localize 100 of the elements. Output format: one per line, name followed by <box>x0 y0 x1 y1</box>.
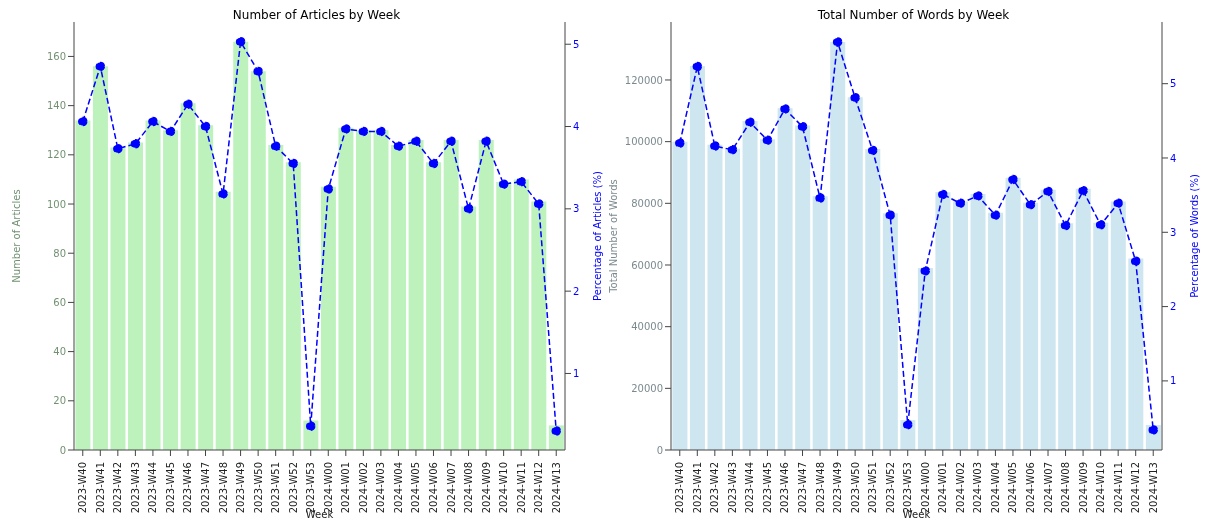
x-tick-label: 2024-W12 <box>533 462 545 514</box>
x-tick-label: 2024-W11 <box>1112 462 1124 514</box>
point <box>393 141 404 152</box>
x-tick-label: 2024-W03 <box>972 462 984 514</box>
x-tick-label: 2023-W49 <box>235 462 247 514</box>
bar <box>865 149 881 450</box>
bar <box>1005 177 1021 450</box>
x-tick-label: 2023-W44 <box>147 462 159 514</box>
x-tick-label: 2023-W42 <box>709 462 721 514</box>
point <box>1148 425 1158 435</box>
x-tick-label: 2024-W13 <box>550 462 562 514</box>
x-tick-label: 2024-W10 <box>498 462 510 514</box>
point <box>938 189 948 200</box>
x-tick-label: 2024-W03 <box>375 462 387 514</box>
x-tick-label: 2024-W01 <box>937 462 949 514</box>
y-tick-label: 120000 <box>624 74 663 86</box>
bar <box>1128 258 1144 450</box>
x-tick-label: 2024-W02 <box>954 462 966 514</box>
x-tick-label: 2023-W45 <box>164 462 176 514</box>
point <box>78 116 88 127</box>
y-tick-label: 120 <box>46 149 66 161</box>
bar <box>461 206 477 450</box>
point <box>516 176 526 187</box>
bar <box>1110 201 1126 450</box>
x-tick-label: 2023-W46 <box>779 462 791 514</box>
bar <box>338 127 354 450</box>
point <box>710 141 720 151</box>
bar <box>760 139 776 450</box>
y2-tick-label: 4 <box>1170 152 1177 164</box>
point <box>1078 185 1088 196</box>
x-tick-label: 2024-W07 <box>445 462 457 514</box>
bar <box>391 144 407 450</box>
y-tick-label: 20 <box>53 395 66 407</box>
bar <box>689 66 705 450</box>
y-tick-label: 100 <box>46 198 66 210</box>
point <box>762 135 773 145</box>
point <box>920 266 931 276</box>
x-tick-label: 2024-W13 <box>1147 462 1159 514</box>
chart-title: Total Number of Words by Week <box>816 8 1011 22</box>
bar <box>970 194 986 450</box>
point <box>533 199 544 209</box>
x-tick-label: 2024-W01 <box>340 462 352 514</box>
bar <box>496 181 512 450</box>
bar <box>198 125 214 450</box>
bar <box>795 125 811 450</box>
bar <box>513 179 529 450</box>
point <box>1130 256 1141 267</box>
bar <box>847 97 863 450</box>
bar <box>163 130 179 450</box>
x-tick-label: 2023-W43 <box>726 462 738 514</box>
point <box>341 124 351 134</box>
bar <box>443 140 459 450</box>
x-tick-label: 2023-W48 <box>814 462 826 514</box>
y-tick-label: 60000 <box>631 259 663 271</box>
bar <box>882 213 898 450</box>
x-tick-label: 2024-W08 <box>1060 462 1072 514</box>
x-tick-label: 2023-W40 <box>77 462 89 514</box>
x-tick-label: 2023-W41 <box>691 462 703 514</box>
bar <box>373 130 389 450</box>
y2-tick-label: 5 <box>1170 78 1177 90</box>
bar <box>725 148 741 450</box>
point <box>1025 200 1036 210</box>
y2-tick-label: 3 <box>573 203 580 215</box>
point <box>675 138 685 148</box>
bar <box>830 42 846 450</box>
point <box>218 189 228 199</box>
y2-tick-label: 1 <box>1170 375 1177 387</box>
y2-tick-label: 1 <box>573 368 580 379</box>
point <box>955 198 966 209</box>
bar <box>355 130 371 450</box>
x-tick-label: 2024-W04 <box>392 462 404 514</box>
y2-tick-label: 4 <box>573 121 580 133</box>
y2-tick-label: 2 <box>1170 301 1177 313</box>
bar <box>75 120 91 450</box>
y2-axis-title: Percentage of Words (%) <box>1188 174 1200 298</box>
y2-tick-label: 5 <box>573 38 580 50</box>
bar <box>180 103 196 450</box>
x-tick-label: 2024-W07 <box>1042 462 1054 514</box>
x-tick-label: 2024-W02 <box>357 462 369 514</box>
bar <box>320 186 336 450</box>
x-tick-label: 2024-W05 <box>1007 462 1019 514</box>
bar <box>1058 223 1074 450</box>
bar <box>110 147 126 450</box>
bar <box>145 120 161 450</box>
bar <box>952 201 968 450</box>
point <box>200 121 211 132</box>
bar <box>250 71 266 450</box>
point <box>376 126 386 137</box>
bar <box>812 196 828 450</box>
x-tick-label: 2024-W05 <box>410 462 422 514</box>
point <box>253 66 263 77</box>
y-tick-label: 80000 <box>631 197 663 209</box>
point <box>902 419 913 430</box>
point <box>1043 186 1053 197</box>
x-tick-label: 2023-W50 <box>849 462 861 514</box>
x-tick-label: 2023-W41 <box>94 462 106 514</box>
point <box>235 37 246 47</box>
y-tick-label: 20000 <box>631 382 663 394</box>
x-tick-label: 2023-W42 <box>112 462 124 514</box>
point <box>358 126 369 137</box>
